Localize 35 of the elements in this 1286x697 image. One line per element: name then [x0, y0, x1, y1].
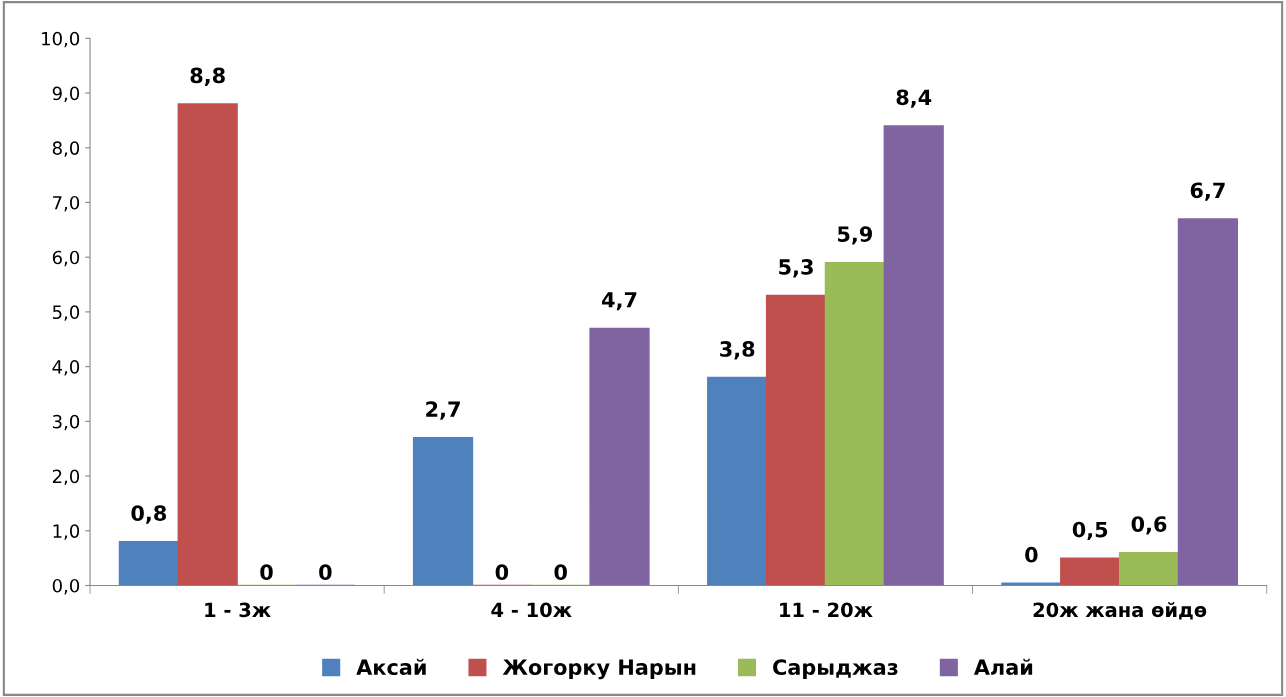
y-tick-label: 7,0: [53, 195, 80, 212]
data-label: 0: [319, 564, 332, 581]
legend-label: Сарыджаз: [773, 659, 898, 680]
data-label: 0: [554, 564, 567, 581]
y-tick-label: 10,0: [42, 31, 80, 48]
data-label: 0,6: [1131, 516, 1167, 535]
y-tick-label: 9,0: [52, 86, 80, 103]
y-tick-label: 4,0: [52, 360, 80, 376]
legend-label: Аксай: [356, 658, 426, 676]
data-label: 3,8: [720, 341, 755, 360]
data-label: 8,4: [896, 89, 932, 108]
x-tick-label: 1 - 3ж: [205, 602, 271, 618]
data-label: 0: [260, 564, 273, 581]
x-tick-label: 4 - 10ж: [491, 602, 572, 618]
data-label: 4,7: [602, 292, 637, 311]
x-tick-label: 11 - 20ж: [780, 602, 873, 618]
legend-label: Жогорку Нарын: [502, 659, 696, 680]
x-tick-label: 20ж жана өйдө: [1033, 602, 1207, 620]
data-label: 8,8: [190, 67, 225, 86]
data-label: 5,9: [838, 226, 872, 245]
y-tick-label: 2,0: [52, 469, 80, 486]
data-label: 0: [1025, 546, 1038, 563]
y-tick-label: 1,0: [53, 524, 80, 540]
data-label: 2,7: [426, 401, 460, 420]
y-tick-label: 8,0: [52, 141, 80, 157]
data-label: 0,5: [1072, 521, 1108, 541]
y-tick-label: 5,0: [52, 305, 80, 321]
data-label: 0,8: [131, 505, 167, 524]
data-label: 5,3: [779, 259, 813, 278]
data-label: 0: [495, 564, 509, 581]
legend-label: Алай: [973, 658, 1033, 676]
y-tick-label: 0,0: [52, 578, 80, 595]
y-tick-label: 3,0: [52, 414, 80, 431]
data-label: 6,7: [1190, 182, 1225, 201]
y-tick-label: 6,0: [52, 250, 80, 267]
